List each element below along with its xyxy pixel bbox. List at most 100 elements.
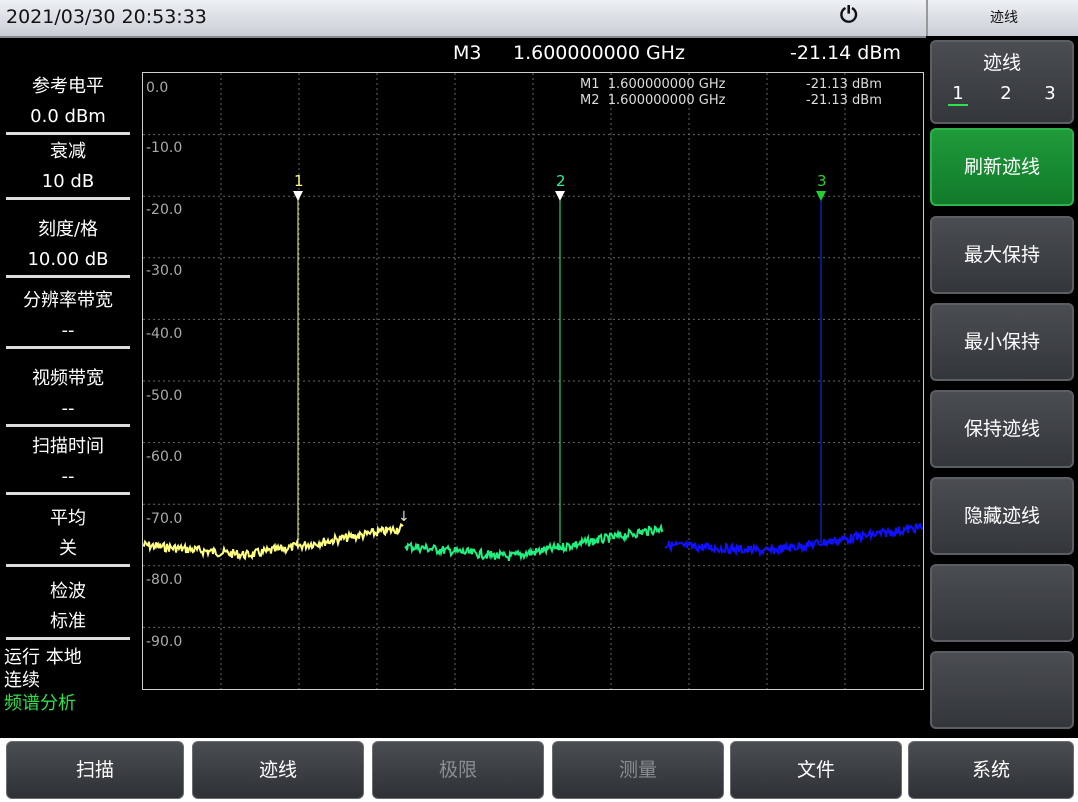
trace-select-key[interactable]: 迹线 1 2 3 — [930, 40, 1074, 124]
bottom-key-label: 文件 — [796, 759, 835, 781]
trace-option-1[interactable]: 1 — [948, 83, 968, 106]
y-tick-label: -90.0 — [146, 634, 183, 650]
divider — [6, 637, 130, 640]
marker-table: M1 1.600000000 GHz M2 1.600000000 GHz — [580, 77, 725, 109]
max-hold-button[interactable]: 最大保持 — [930, 216, 1074, 294]
marker-name: M1 — [580, 77, 600, 92]
softkey-label: 最小保持 — [963, 331, 1040, 353]
status-block: 运行 本地 连续 频谱分析 — [4, 646, 82, 715]
spectrum-svg: ↓ 1 2 3 — [143, 73, 923, 689]
rbw-value: -- — [61, 320, 75, 341]
hide-trace-button[interactable]: 隐藏迹线 — [930, 477, 1074, 555]
y-tick-label: -50.0 — [146, 388, 183, 404]
vbw-value: -- — [61, 398, 75, 419]
analysis-mode: 频谱分析 — [4, 693, 76, 714]
trace-option-2[interactable]: 2 — [1000, 83, 1012, 104]
trace-select-label: 迹线 — [982, 52, 1021, 74]
limit-button[interactable]: 极限 — [372, 741, 544, 799]
marker-freq: 1.600000000 GHz — [607, 93, 726, 108]
system-button[interactable]: 系统 — [908, 741, 1074, 799]
sweep-mode: 连续 — [4, 670, 40, 691]
vbw-block[interactable]: 视频带宽 -- — [6, 364, 130, 427]
rbw-label: 分辨率带宽 — [23, 290, 113, 311]
marker-level: -21.13 dBm — [806, 77, 882, 92]
marker-row: M2 1.600000000 GHz — [580, 93, 725, 109]
y-tick-label: -60.0 — [146, 449, 183, 465]
average-label: 平均 — [50, 508, 86, 529]
ref-level-label: 参考电平 — [32, 76, 104, 97]
plug-icon: ⏻ — [840, 3, 858, 28]
marker-triangle-3 — [816, 191, 826, 201]
average-block[interactable]: 平均 关 — [6, 504, 130, 567]
refresh-trace-button[interactable]: 刷新迹线 — [930, 128, 1074, 206]
datetime: 2021/03/30 20:53:33 — [6, 6, 207, 28]
trace-1-line — [143, 522, 404, 561]
scale-label: 刻度/格 — [37, 219, 99, 240]
detector-block[interactable]: 检波 标准 — [6, 577, 130, 640]
active-marker-freq: 1.600000000 GHz — [513, 42, 685, 64]
marker-freq: 1.600000000 GHz — [607, 77, 726, 92]
file-button[interactable]: 文件 — [730, 741, 902, 799]
active-marker-level: -21.14 dBm — [790, 42, 901, 64]
scale-block[interactable]: 刻度/格 10.00 dB — [6, 215, 130, 278]
status-bar: 2021/03/30 20:53:33 ⏻ — [0, 0, 926, 38]
active-marker-name: M3 — [453, 42, 482, 64]
marker-level-col: -21.13 dBm -21.13 dBm — [806, 77, 882, 109]
atten-value: 10 dB — [41, 171, 95, 192]
ref-level-value: 0.0 dBm — [30, 106, 106, 127]
empty-softkey-7[interactable] — [930, 651, 1074, 729]
trace-end-arrow: ↓ — [398, 509, 410, 525]
sweep-time-block[interactable]: 扫描时间 -- — [6, 432, 130, 495]
divider — [6, 492, 130, 495]
run-status: 运行 本地 — [4, 647, 82, 668]
spectrum-plot[interactable]: ↓ 1 2 3 — [142, 72, 924, 690]
y-tick-label: -30.0 — [146, 263, 183, 279]
marker-label-1: 1 — [294, 172, 304, 190]
average-value: 关 — [59, 538, 77, 559]
trace-2-line — [404, 523, 664, 562]
divider — [6, 197, 130, 200]
bottom-key-label: 迹线 — [258, 759, 297, 781]
y-tick-label: -20.0 — [146, 202, 183, 218]
min-hold-button[interactable]: 最小保持 — [930, 303, 1074, 381]
softkey-label: 最大保持 — [963, 244, 1040, 266]
empty-softkey-6[interactable] — [930, 564, 1074, 642]
y-tick-label: -10.0 — [146, 140, 183, 156]
measure-button[interactable]: 测量 — [552, 741, 724, 799]
divider — [6, 132, 130, 135]
hold-trace-button[interactable]: 保持迹线 — [930, 390, 1074, 468]
trace-3-line — [664, 522, 923, 558]
y-tick-label: -80.0 — [146, 572, 183, 588]
sweep-time-value: -- — [61, 466, 75, 487]
y-tick-label: -40.0 — [146, 326, 183, 342]
detector-value: 标准 — [50, 611, 86, 632]
marker-label-3: 3 — [817, 172, 827, 190]
marker-label-2: 2 — [556, 172, 566, 190]
atten-block[interactable]: 衰减 10 dB — [6, 137, 130, 200]
trace-option-3[interactable]: 3 — [1044, 83, 1056, 104]
scale-value: 10.00 dB — [27, 249, 109, 270]
sweep-button[interactable]: 扫描 — [6, 741, 184, 799]
bottom-key-label: 测量 — [618, 759, 657, 781]
ref-level-block[interactable]: 参考电平 0.0 dBm — [6, 72, 130, 135]
marker-name: M2 — [580, 93, 600, 108]
bottom-key-label: 极限 — [438, 759, 477, 781]
rbw-block[interactable]: 分辨率带宽 -- — [6, 286, 130, 349]
menu-title: 迹线 — [926, 0, 1078, 36]
trace-button[interactable]: 迹线 — [192, 741, 364, 799]
marker-triangle-1 — [293, 191, 303, 201]
marker-level: -21.13 dBm — [806, 93, 882, 108]
marker-triangle-2 — [555, 191, 565, 201]
bottom-key-label: 扫描 — [75, 759, 114, 781]
divider — [6, 424, 130, 427]
bottom-key-label: 系统 — [971, 759, 1010, 781]
detector-label: 检波 — [50, 581, 86, 602]
trace-select-options: 1 2 3 — [932, 83, 1072, 106]
softkey-label: 刷新迹线 — [963, 156, 1040, 178]
y-tick-label: 0.0 — [146, 80, 169, 96]
divider — [6, 346, 130, 349]
softkey-label: 隐藏迹线 — [963, 505, 1040, 527]
sweep-time-label: 扫描时间 — [32, 436, 104, 457]
softkey-label: 保持迹线 — [963, 418, 1040, 440]
atten-label: 衰减 — [50, 141, 86, 162]
